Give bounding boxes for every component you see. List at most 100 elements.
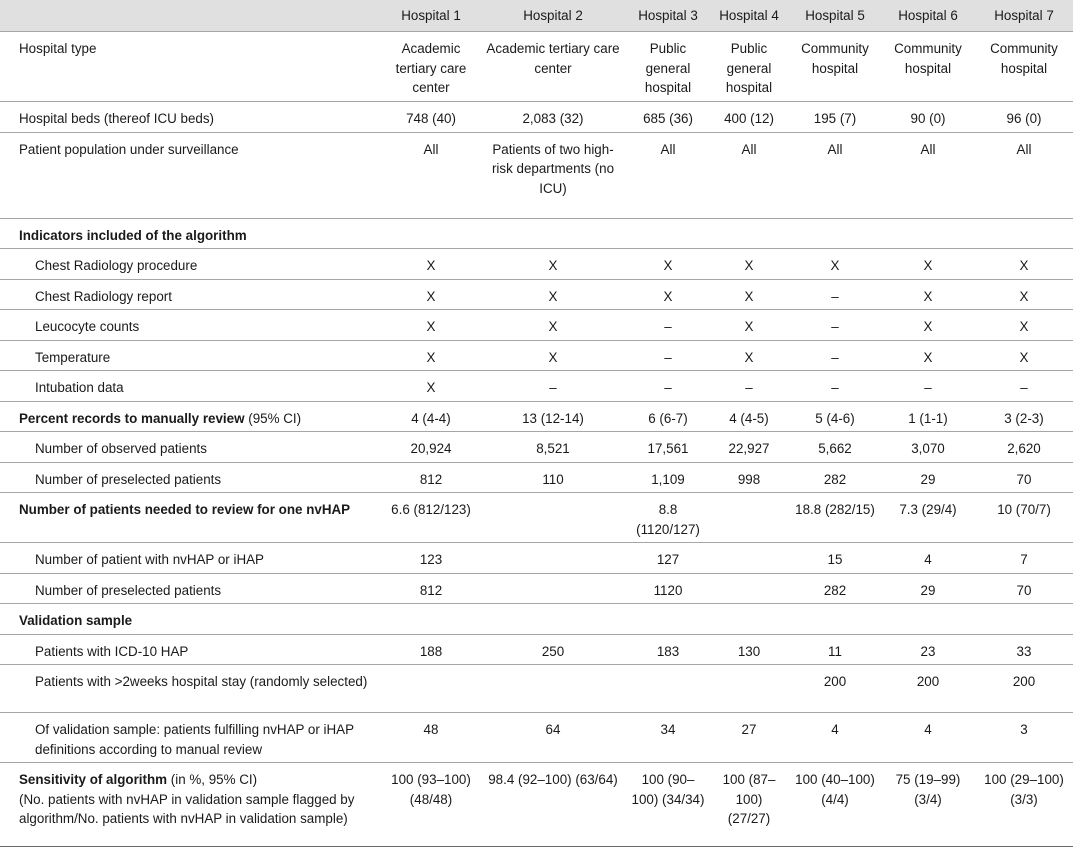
cell-hospital-3: – <box>627 309 709 341</box>
cell-hospital-3: 1120 <box>627 573 709 604</box>
cell-hospital-6: 90 (0) <box>881 101 975 133</box>
cell-hospital-4: 998 <box>709 462 789 493</box>
cell-hospital-6: 3,070 <box>881 431 975 463</box>
header-hospital-5: Hospital 5 <box>789 0 881 32</box>
cell-hospital-4: X <box>709 279 789 310</box>
row-label-text: Hospital beds (thereof ICU beds) <box>19 111 215 126</box>
cell-hospital-3: 100 (90–100) (34/34) <box>627 762 709 847</box>
row-label: Hospital type <box>0 31 383 102</box>
table-row: Sensitivity of algorithm (in %, 95% CI) (… <box>0 762 1073 847</box>
cell-hospital-3: 685 (36) <box>627 101 709 133</box>
cell-hospital-7: 3 <box>975 712 1073 763</box>
cell-hospital-1 <box>383 664 479 713</box>
cell-hospital-4: All <box>709 132 789 219</box>
row-label-bold: Number of patients needed to review for … <box>19 502 351 517</box>
cell-hospital-3: 34 <box>627 712 709 763</box>
cell-hospital-6: 7.3 (29/4) <box>881 492 975 543</box>
cell-hospital-1: 812 <box>383 573 479 604</box>
table-row: Temperature X X – X – X X <box>0 340 1073 371</box>
cell-hospital-3 <box>627 218 709 249</box>
cell-hospital-5: 282 <box>789 462 881 493</box>
cell-hospital-3: – <box>627 370 709 402</box>
cell-hospital-2 <box>479 218 627 249</box>
cell-hospital-5: 4 <box>789 712 881 763</box>
cell-hospital-4: 27 <box>709 712 789 763</box>
cell-hospital-2: 64 <box>479 712 627 763</box>
cell-hospital-4 <box>709 542 789 574</box>
cell-hospital-7: 96 (0) <box>975 101 1073 133</box>
cell-hospital-4 <box>709 603 789 635</box>
cell-hospital-4: – <box>709 370 789 402</box>
row-label-text: Patients with >2weeks hospital stay (ran… <box>35 674 368 689</box>
cell-hospital-7: 70 <box>975 462 1073 493</box>
cell-hospital-3: Public general hospital <box>627 31 709 102</box>
cell-hospital-5: 282 <box>789 573 881 604</box>
cell-hospital-1: 20,924 <box>383 431 479 463</box>
cell-hospital-5: Community hospital <box>789 31 881 102</box>
cell-hospital-1: 188 <box>383 634 479 665</box>
cell-hospital-4: X <box>709 248 789 280</box>
cell-hospital-5: 15 <box>789 542 881 574</box>
cell-hospital-5 <box>789 603 881 635</box>
cell-hospital-5: – <box>789 309 881 341</box>
cell-hospital-6: Community hospital <box>881 31 975 102</box>
cell-hospital-6: X <box>881 309 975 341</box>
cell-hospital-2: Patients of two high-risk departments (n… <box>479 132 627 219</box>
cell-hospital-7 <box>975 218 1073 249</box>
cell-hospital-4 <box>709 573 789 604</box>
cell-hospital-2 <box>479 573 627 604</box>
row-label: Number of observed patients <box>0 431 383 463</box>
table-row: Number of preselected patients 812 1120 282… <box>0 573 1073 604</box>
table-row: Percent records to manually review (95% … <box>0 401 1073 432</box>
cell-hospital-3: All <box>627 132 709 219</box>
cell-hospital-6 <box>881 603 975 635</box>
cell-hospital-5: – <box>789 279 881 310</box>
row-label: Validation sample <box>0 603 383 635</box>
row-label-text: Intubation data <box>35 380 124 395</box>
row-label: Number of patient with nvHAP or iHAP <box>0 542 383 574</box>
cell-hospital-1 <box>383 218 479 249</box>
cell-hospital-3: 8.8 (1120/127) <box>627 492 709 543</box>
cell-hospital-6: 23 <box>881 634 975 665</box>
row-label: Of validation sample: patients fulfillin… <box>0 712 383 763</box>
row-label-rest: (in %, 95% CI) <box>167 772 258 787</box>
cell-hospital-4: 400 (12) <box>709 101 789 133</box>
row-label: Number of preselected patients <box>0 573 383 604</box>
table-row: Leucocyte counts X X – X – X X <box>0 309 1073 341</box>
cell-hospital-7: 33 <box>975 634 1073 665</box>
cell-hospital-5: X <box>789 248 881 280</box>
cell-hospital-6: X <box>881 340 975 371</box>
cell-hospital-5: All <box>789 132 881 219</box>
cell-hospital-6: 4 <box>881 712 975 763</box>
cell-hospital-1: 4 (4-4) <box>383 401 479 432</box>
cell-hospital-2 <box>479 664 627 713</box>
cell-hospital-2: 110 <box>479 462 627 493</box>
header-hospital-7: Hospital 7 <box>975 0 1073 32</box>
cell-hospital-6: 29 <box>881 573 975 604</box>
cell-hospital-5: 11 <box>789 634 881 665</box>
cell-hospital-3: 17,561 <box>627 431 709 463</box>
cell-hospital-5: 18.8 (282/15) <box>789 492 881 543</box>
table-row: Number of observed patients 20,924 8,521 17… <box>0 431 1073 463</box>
row-label-note: (No. patients with nvHAP in validation s… <box>19 791 355 827</box>
cell-hospital-4 <box>709 492 789 543</box>
cell-hospital-3: X <box>627 279 709 310</box>
cell-hospital-1: X <box>383 340 479 371</box>
cell-hospital-3: – <box>627 340 709 371</box>
row-label-text: Number of observed patients <box>35 441 207 456</box>
cell-hospital-5: 200 <box>789 664 881 713</box>
cell-hospital-2: 250 <box>479 634 627 665</box>
cell-hospital-2: 13 (12-14) <box>479 401 627 432</box>
cell-hospital-4: X <box>709 309 789 341</box>
cell-hospital-1 <box>383 603 479 635</box>
cell-hospital-7: All <box>975 132 1073 219</box>
cell-hospital-1: 100 (93–100) (48/48) <box>383 762 479 847</box>
cell-hospital-3 <box>627 664 709 713</box>
cell-hospital-1: 48 <box>383 712 479 763</box>
row-label-text: Of validation sample: patients fulfillin… <box>35 722 354 757</box>
cell-hospital-6: 29 <box>881 462 975 493</box>
cell-hospital-6: 75 (19–99) (3/4) <box>881 762 975 847</box>
row-label-text: Number of patient with nvHAP or iHAP <box>35 552 264 567</box>
cell-hospital-2: – <box>479 370 627 402</box>
